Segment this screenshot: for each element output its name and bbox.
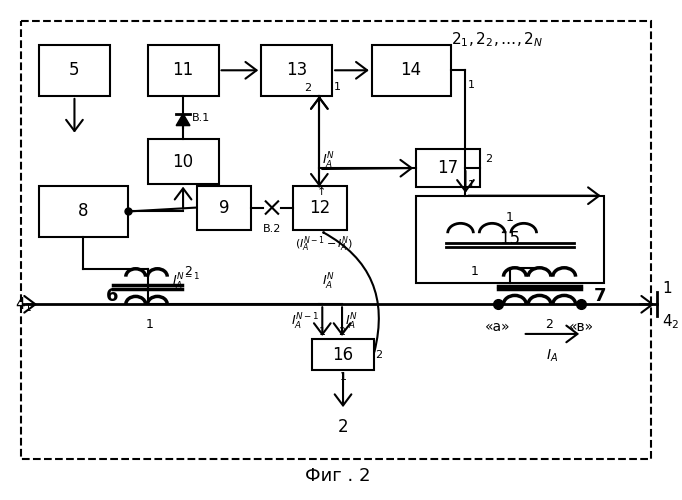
- Text: 14: 14: [400, 62, 421, 80]
- Bar: [39, 44, 110, 96]
- Text: В.2: В.2: [263, 224, 281, 234]
- Bar: [147, 140, 219, 184]
- Text: ↑: ↑: [316, 186, 326, 196]
- Bar: [416, 196, 604, 282]
- Text: 17: 17: [438, 159, 459, 177]
- Bar: [39, 186, 128, 237]
- Text: 1: 1: [471, 265, 478, 278]
- Bar: [261, 44, 332, 96]
- Text: 5: 5: [69, 62, 80, 80]
- Text: $(I_A^{N-1}-I_A^N)$: $(I_A^{N-1}-I_A^N)$: [295, 234, 353, 254]
- Bar: [21, 21, 651, 460]
- Text: В.1: В.1: [192, 112, 210, 122]
- Text: 15: 15: [499, 230, 520, 248]
- FancyArrowPatch shape: [323, 232, 379, 352]
- Text: 10: 10: [173, 152, 194, 170]
- Bar: [312, 339, 374, 370]
- Text: 2: 2: [338, 327, 346, 337]
- Text: 1: 1: [467, 180, 475, 190]
- Text: 2: 2: [304, 83, 312, 93]
- Text: $I_A^N$: $I_A^N$: [323, 272, 335, 292]
- Bar: [147, 44, 219, 96]
- Text: $2_1,2_2,\ldots,2_N$: $2_1,2_2,\ldots,2_N$: [451, 31, 543, 50]
- Text: «в»: «в»: [568, 320, 593, 334]
- Text: $I_A^N$: $I_A^N$: [323, 151, 335, 171]
- Bar: [197, 186, 251, 230]
- Text: $I_A^N$: $I_A^N$: [345, 312, 358, 332]
- Text: 1: 1: [662, 282, 672, 296]
- Text: 2: 2: [338, 418, 349, 436]
- Text: $4_1$: $4_1$: [15, 295, 33, 314]
- Text: 2: 2: [485, 154, 492, 164]
- Text: 2: 2: [376, 350, 383, 360]
- Text: 1: 1: [145, 318, 153, 331]
- Text: $I_A^{N-1}$: $I_A^{N-1}$: [291, 312, 319, 332]
- Polygon shape: [176, 114, 190, 126]
- Text: 13: 13: [286, 62, 308, 80]
- Bar: [372, 44, 451, 96]
- Text: 8: 8: [78, 202, 89, 220]
- Text: 6: 6: [106, 288, 119, 306]
- Text: 16: 16: [332, 346, 353, 364]
- Text: 1: 1: [467, 80, 475, 90]
- Text: 2: 2: [184, 265, 192, 278]
- Text: 1: 1: [506, 211, 514, 224]
- Text: 11: 11: [173, 62, 194, 80]
- Text: 1: 1: [340, 372, 346, 382]
- Text: $I_A$: $I_A$: [546, 348, 559, 364]
- Bar: [416, 150, 480, 187]
- Text: 1: 1: [318, 327, 326, 337]
- Text: $I_A^{N-1}$: $I_A^{N-1}$: [173, 272, 201, 292]
- Text: «а»: «а»: [485, 320, 511, 334]
- Text: 1: 1: [334, 82, 341, 92]
- Text: 2: 2: [546, 318, 553, 331]
- Text: 7: 7: [594, 288, 606, 306]
- Text: Фиг . 2: Фиг . 2: [306, 467, 371, 485]
- Text: $4_2$: $4_2$: [662, 312, 679, 331]
- Text: 12: 12: [309, 199, 331, 217]
- Text: 9: 9: [219, 199, 229, 217]
- Bar: [293, 186, 347, 230]
